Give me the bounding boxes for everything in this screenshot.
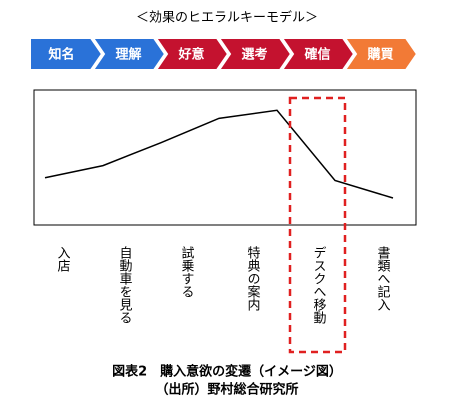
step-label: 入店 [55,246,71,272]
stage-arrow [29,37,104,71]
title: ＜効果のヒエラルキーモデル＞ [136,10,318,26]
stage-arrow [343,37,419,71]
stage-label: 理解 [115,47,141,63]
stage-arrow [154,37,230,71]
caption: 図表2 購入意欲の変遷（イメージ図） [112,364,342,380]
highlight-box [288,96,347,354]
step-label: デスクへ移動 [311,246,327,325]
stage-arrow [91,37,167,71]
stage-arrow [217,37,293,71]
line [44,109,394,199]
stage-label: 知名 [48,47,74,63]
source: （出所）野村総合研究所 [155,382,298,398]
step-label: 書類へ記入 [375,246,391,311]
step-label: 試乗する [179,245,195,298]
stage-label: 選考 [241,47,267,63]
chart-frame [33,89,417,226]
stage-label: 好意 [177,47,204,63]
stage-arrow [280,37,356,71]
step-label: 特典の案内 [245,246,261,312]
stage-label: 購買 [366,47,393,63]
stage-label: 確信 [304,47,330,63]
step-label: 自動車を見る [117,246,133,324]
